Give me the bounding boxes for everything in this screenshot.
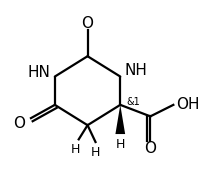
Text: OH: OH [176, 97, 199, 112]
Text: O: O [82, 16, 94, 31]
Text: O: O [144, 141, 156, 156]
Text: H: H [91, 145, 100, 159]
Polygon shape [115, 105, 125, 134]
Text: HN: HN [27, 65, 50, 80]
Text: H: H [70, 143, 80, 156]
Text: H: H [116, 138, 125, 152]
Text: &1: &1 [127, 97, 140, 107]
Text: O: O [14, 116, 25, 131]
Text: NH: NH [125, 63, 148, 78]
